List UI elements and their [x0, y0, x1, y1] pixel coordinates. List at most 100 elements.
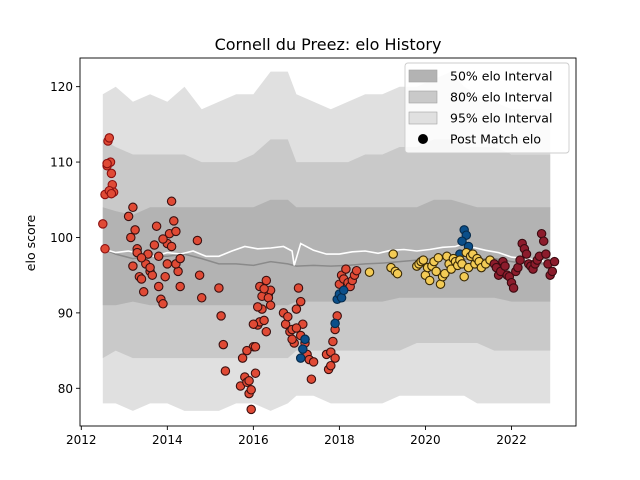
data-point [424, 275, 435, 286]
legend-marker [418, 134, 428, 144]
legend-swatch [408, 111, 438, 125]
x-tick-label: 2020 [410, 433, 441, 447]
axes: 2012 2014 2016 2018 2020 2022 80 90 100 110 120 [50, 57, 577, 447]
data-point [106, 188, 117, 199]
data-point [246, 385, 256, 395]
y-tick-label: 80 [58, 382, 73, 396]
data-point [287, 334, 297, 345]
data-point [308, 357, 319, 367]
data-point [171, 226, 181, 237]
data-point [160, 271, 170, 282]
data-point [162, 259, 173, 269]
data-point [341, 264, 351, 274]
data-point [328, 336, 338, 347]
data-point [220, 366, 231, 376]
x-tick-label: 2018 [324, 433, 355, 447]
data-point [106, 168, 117, 179]
data-point [130, 225, 140, 235]
point-series-3 [278, 264, 362, 384]
data-point [196, 293, 207, 303]
data-point [194, 270, 205, 280]
legend-swatch [408, 90, 438, 104]
data-point [300, 334, 310, 345]
point-series-2 [214, 275, 276, 415]
data-point [250, 342, 261, 352]
data-point [102, 158, 112, 169]
legend-label: 50% elo Interval [450, 69, 552, 84]
data-point [431, 266, 441, 277]
point-series-1 [123, 196, 207, 309]
data-point [214, 283, 224, 293]
y-tick-label: 100 [50, 231, 73, 245]
data-point [145, 262, 155, 273]
data-point [433, 253, 444, 263]
data-point [295, 353, 306, 363]
data-point [151, 221, 162, 231]
data-point [388, 249, 398, 259]
data-point [136, 274, 147, 284]
data-point [418, 255, 429, 265]
data-point [175, 281, 185, 292]
data-point [440, 268, 450, 279]
data-point [252, 302, 263, 312]
data-point [153, 281, 164, 292]
data-point [244, 376, 254, 386]
y-axis-label: elo score [23, 215, 38, 272]
data-point [138, 287, 149, 297]
data-point [128, 261, 138, 271]
data-point [158, 299, 168, 309]
y-tick-label: 110 [50, 156, 73, 170]
plot-area [98, 71, 560, 415]
data-point [261, 275, 272, 286]
data-point [98, 219, 108, 229]
legend: 50% elo Interval 80% elo Interval 95% elo … [404, 62, 570, 154]
data-point [291, 304, 302, 314]
data-point [237, 353, 248, 363]
data-point [100, 244, 110, 254]
data-point [166, 196, 177, 207]
data-point [149, 240, 160, 250]
data-point [166, 241, 177, 252]
data-point [259, 284, 269, 294]
plot-content [98, 71, 560, 415]
y-tick-label: 90 [58, 306, 73, 320]
data-point [330, 318, 340, 329]
legend-label: 80% elo Interval [450, 90, 552, 105]
legend-box [404, 62, 570, 154]
data-point [123, 211, 134, 222]
data-point [175, 253, 185, 264]
data-point [104, 133, 115, 143]
data-point [136, 253, 147, 263]
data-point [330, 353, 340, 363]
data-point [265, 300, 276, 311]
legend-label: 95% elo Interval [450, 111, 552, 126]
data-point [338, 285, 349, 296]
data-point [248, 319, 259, 329]
data-point [549, 256, 560, 267]
data-point [538, 236, 549, 246]
data-point [169, 216, 179, 226]
data-point [192, 235, 203, 246]
data-point [291, 323, 302, 333]
data-point [515, 255, 525, 265]
data-point [153, 251, 164, 262]
data-point [351, 265, 362, 276]
x-tick-label: 2022 [496, 433, 527, 447]
point-series-0 [98, 133, 119, 254]
data-point [128, 202, 138, 213]
data-point [126, 232, 136, 243]
y-tick-label: 120 [50, 80, 73, 94]
x-tick-label: 2016 [238, 433, 269, 447]
plot-frame [79, 57, 577, 427]
point-series-5 [364, 247, 495, 289]
data-point [293, 283, 304, 293]
data-point [158, 234, 168, 244]
point-series-6 [489, 228, 560, 293]
chart-title: Cornell du Preez: elo History [215, 35, 442, 54]
data-point [508, 283, 519, 293]
data-point [216, 311, 226, 321]
data-point [459, 271, 469, 282]
data-point [306, 374, 317, 384]
data-point [218, 339, 229, 350]
data-point [261, 326, 272, 337]
